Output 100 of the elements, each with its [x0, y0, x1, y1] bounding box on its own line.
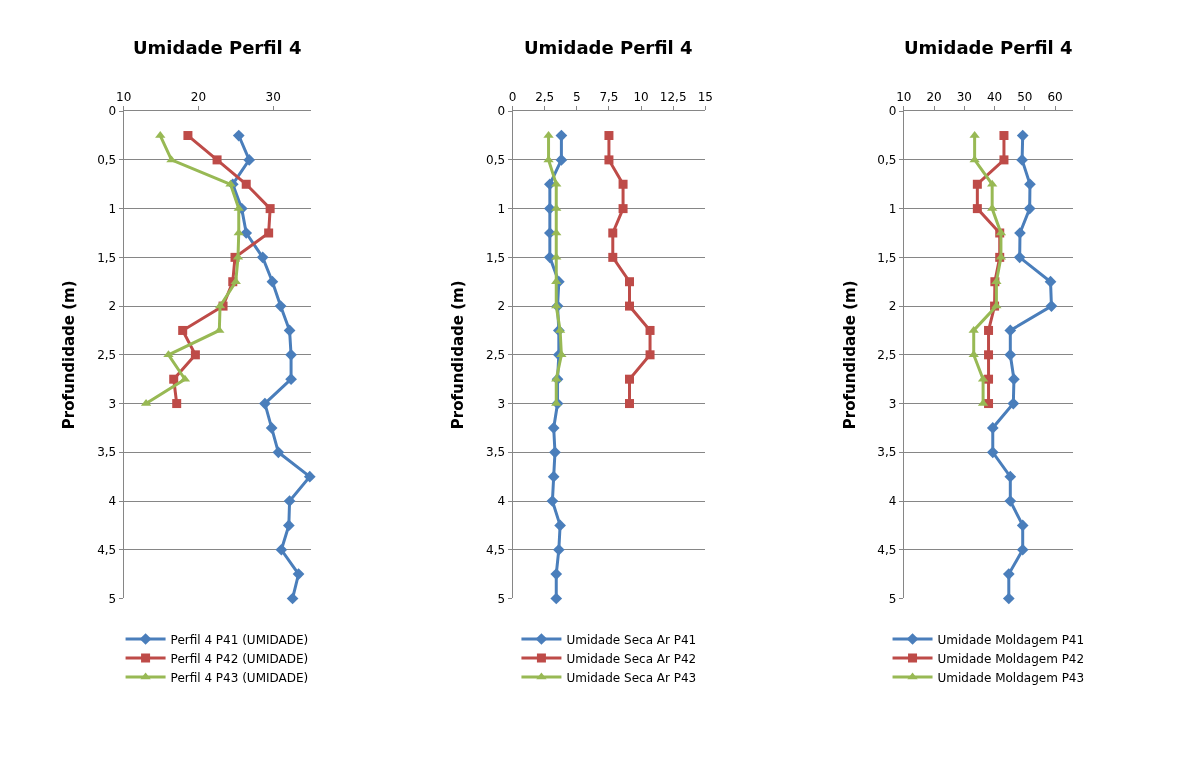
point	[163, 350, 174, 358]
y-axis-title: Profundidade (m)	[60, 280, 79, 430]
y-tick-label: 0	[497, 104, 506, 119]
point	[550, 592, 563, 605]
y-tick-label: 0,5	[877, 153, 897, 168]
legend-label: Umidade Moldagem P41	[937, 632, 1085, 647]
y-tick-label: 2,5	[97, 348, 117, 363]
y-tick-label: 3,5	[97, 445, 117, 460]
point	[546, 495, 559, 507]
point	[1045, 300, 1058, 312]
x-tick-label: 15	[697, 90, 713, 105]
y-tick-label: 0	[888, 104, 897, 119]
x-tick-label: 20	[190, 90, 207, 105]
point	[283, 324, 296, 337]
y-tick-label: 2,5	[877, 348, 897, 363]
point	[241, 179, 251, 189]
point	[243, 154, 256, 166]
point	[286, 592, 299, 605]
point	[625, 374, 634, 384]
point	[233, 228, 244, 236]
y-tick-label: 4	[888, 494, 897, 509]
point	[275, 543, 288, 556]
y-tick-label: 0,5	[97, 153, 117, 168]
x-tick-label: 30	[265, 90, 281, 105]
point	[968, 325, 979, 333]
x-tick-label: 12,5	[659, 90, 687, 105]
point	[645, 350, 655, 360]
point	[1002, 592, 1015, 605]
point	[551, 228, 562, 236]
point	[169, 374, 179, 384]
y-tick-label: 4	[108, 494, 117, 509]
point	[972, 179, 982, 189]
point	[1004, 495, 1017, 507]
y-tick-label: 5	[888, 591, 897, 606]
point	[604, 155, 614, 165]
x-tick-label: 5	[573, 90, 581, 105]
x-tick-label: 10	[896, 90, 912, 105]
point	[178, 325, 188, 335]
point	[986, 422, 999, 434]
y-tick-label: 2	[108, 299, 117, 314]
point	[1044, 275, 1057, 288]
point	[604, 131, 614, 141]
x-tick-label: 0	[508, 90, 517, 105]
point	[265, 204, 275, 214]
legend-label: Umidade Seca Ar P42	[566, 651, 697, 666]
point	[303, 470, 316, 483]
chart-title: Umidade Perfil 4	[524, 37, 693, 58]
x-tick-label: 40	[986, 90, 1003, 105]
point	[618, 179, 628, 189]
y-tick-label: 2	[497, 299, 506, 314]
point	[999, 131, 1009, 141]
point	[625, 277, 634, 287]
point	[285, 373, 297, 386]
point	[1004, 324, 1017, 337]
point	[283, 495, 296, 507]
point	[608, 228, 618, 238]
point	[212, 155, 222, 165]
point	[968, 350, 979, 358]
x-tick-label: 20	[926, 90, 942, 105]
x-tick-label: 60	[1047, 90, 1063, 105]
point	[547, 470, 560, 483]
y-tick-label: 1,5	[97, 250, 117, 265]
point	[225, 179, 236, 187]
y-tick-label: 2	[888, 299, 897, 314]
y-tick-label: 3,5	[486, 445, 506, 460]
chart-title: Umidade Perfil 4	[904, 37, 1073, 58]
x-tick-label: 50	[1017, 90, 1033, 105]
point	[266, 275, 279, 288]
point	[551, 179, 562, 187]
y-tick-label: 1	[888, 201, 897, 216]
y-tick-label: 5	[497, 591, 506, 606]
point	[292, 568, 305, 580]
point	[547, 422, 560, 434]
point	[554, 519, 566, 532]
y-tick-label: 4	[497, 494, 506, 509]
point	[274, 300, 287, 312]
y-tick-label: 4,5	[97, 542, 117, 557]
point	[1023, 202, 1036, 215]
x-tick-label: 10	[633, 90, 649, 105]
y-tick-label: 0,5	[486, 153, 506, 168]
x-tick-label: 30	[956, 90, 972, 105]
point	[625, 301, 634, 311]
y-tick-label: 0	[108, 104, 117, 119]
y-tick-label: 3	[497, 396, 506, 411]
point	[984, 325, 994, 335]
point	[1016, 519, 1029, 532]
point	[259, 397, 271, 410]
y-tick-label: 2,5	[486, 348, 506, 363]
x-tick-label: 7,5	[599, 90, 619, 105]
point	[264, 228, 274, 238]
point	[972, 204, 982, 214]
y-axis-title: Profundidade (m)	[840, 280, 859, 430]
point	[555, 154, 568, 166]
legend-label: Umidade Seca Ar P43	[566, 670, 697, 685]
point	[608, 252, 618, 262]
point	[240, 227, 253, 239]
x-tick-label: 2,5	[535, 90, 555, 105]
point	[1002, 568, 1015, 580]
legend-label: Umidade Seca Ar P41	[566, 632, 697, 647]
y-tick-label: 1	[108, 201, 117, 216]
